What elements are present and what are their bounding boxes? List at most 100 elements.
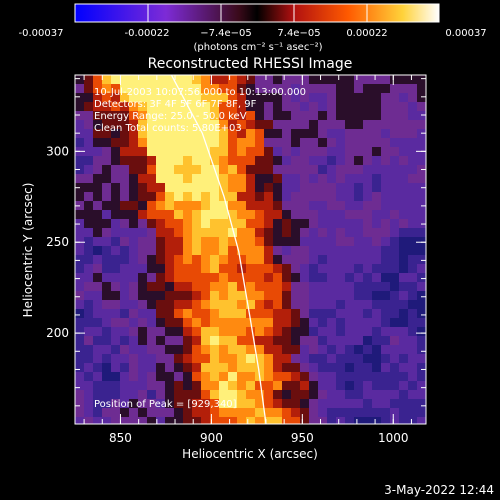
heatmap-cell: [93, 381, 103, 391]
heatmap-cell: [408, 129, 418, 139]
heatmap-cell: [246, 363, 256, 373]
heatmap-cell: [327, 237, 337, 247]
heatmap-cell: [147, 75, 157, 85]
heatmap-cell: [300, 138, 310, 148]
heatmap-cell: [354, 84, 364, 94]
heatmap-cell: [102, 192, 112, 202]
heatmap-cell: [210, 138, 220, 148]
heatmap-cell: [147, 381, 157, 391]
heatmap-cell: [219, 102, 229, 112]
heatmap-cell: [345, 201, 355, 211]
heatmap-cell: [399, 147, 409, 157]
heatmap-cell: [408, 84, 418, 94]
heatmap-cell: [192, 345, 202, 355]
heatmap-cell: [174, 327, 184, 337]
heatmap-cell: [228, 84, 238, 94]
heatmap-cell: [138, 174, 148, 184]
heatmap-cell: [336, 174, 346, 184]
heatmap-cell: [174, 219, 184, 229]
heatmap-cell: [228, 264, 238, 274]
heatmap-cell: [417, 138, 426, 148]
heatmap-cell: [138, 381, 148, 391]
heatmap-cell: [309, 174, 319, 184]
heatmap-cell: [129, 138, 139, 148]
heatmap-cell: [129, 282, 139, 292]
heatmap-cell: [156, 183, 166, 193]
heatmap-cell: [255, 399, 265, 409]
heatmap-cell: [291, 219, 301, 229]
heatmap-cell: [381, 417, 391, 424]
heatmap-cell: [273, 156, 283, 166]
heatmap-cell: [111, 120, 121, 130]
heatmap-cell: [219, 417, 229, 424]
heatmap-cell: [129, 246, 139, 256]
heatmap-cell: [75, 327, 85, 337]
heatmap-cell: [84, 327, 94, 337]
heatmap-cell: [192, 165, 202, 175]
heatmap-cell: [93, 120, 103, 130]
heatmap-cell: [318, 300, 328, 310]
heatmap-cell: [84, 408, 94, 418]
heatmap-cell: [129, 255, 139, 265]
heatmap-cell: [93, 75, 103, 85]
heatmap-cell: [210, 201, 220, 211]
heatmap-cell: [345, 165, 355, 175]
heatmap-cell: [345, 147, 355, 157]
annotation-time: 10-Jul-2003 10:07:56.000 to 10:13:00.000: [94, 87, 306, 98]
heatmap-cell: [273, 75, 283, 85]
heatmap-cell: [228, 219, 238, 229]
heatmap-cell: [129, 408, 139, 418]
heatmap-cell: [363, 300, 373, 310]
heatmap-cell: [318, 228, 328, 238]
heatmap-cell: [354, 156, 364, 166]
heatmap-cell: [336, 228, 346, 238]
heatmap-cell: [84, 174, 94, 184]
heatmap-cell: [354, 318, 364, 328]
heatmap-cell: [255, 309, 265, 319]
heatmap-cell: [354, 111, 364, 121]
heatmap-cell: [183, 291, 193, 301]
heatmap-cell: [390, 417, 400, 424]
heatmap-cell: [237, 129, 247, 139]
heatmap-cell: [84, 372, 94, 382]
heatmap-cell: [345, 210, 355, 220]
heatmap-cell: [93, 327, 103, 337]
heatmap-cell: [345, 354, 355, 364]
heatmap-cell: [291, 363, 301, 373]
heatmap-cell: [318, 264, 328, 274]
heatmap-cell: [228, 102, 238, 112]
heatmap-cell: [327, 273, 337, 283]
heatmap-cell: [201, 318, 211, 328]
heatmap-cell: [318, 75, 328, 85]
heatmap-cell: [246, 264, 256, 274]
heatmap-cell: [120, 174, 130, 184]
heatmap-cell: [300, 210, 310, 220]
heatmap-cell: [120, 336, 130, 346]
heatmap-cell: [237, 399, 247, 409]
heatmap-cell: [165, 210, 175, 220]
heatmap-cell: [399, 165, 409, 175]
heatmap-cell: [390, 138, 400, 148]
heatmap-cell: [345, 93, 355, 103]
heatmap-cell: [183, 210, 193, 220]
heatmap-cell: [147, 174, 157, 184]
heatmap-cell: [291, 183, 301, 193]
heatmap-cell: [201, 84, 211, 94]
heatmap-cell: [129, 327, 139, 337]
heatmap-cell: [111, 237, 121, 247]
heatmap-cell: [210, 300, 220, 310]
heatmap-cell: [183, 300, 193, 310]
heatmap-cell: [174, 318, 184, 328]
colorbar-tick-label: −7.4e−05: [200, 28, 252, 39]
heatmap-cell: [336, 156, 346, 166]
heatmap-cell: [318, 201, 328, 211]
heatmap-cell: [183, 399, 193, 409]
heatmap-cell: [210, 174, 220, 184]
heatmap-cell: [93, 309, 103, 319]
heatmap-cell: [417, 129, 426, 139]
heatmap-cell: [183, 156, 193, 166]
heatmap-cell: [291, 354, 301, 364]
heatmap-cell: [354, 372, 364, 382]
heatmap-cell: [273, 129, 283, 139]
heatmap-cell: [201, 372, 211, 382]
